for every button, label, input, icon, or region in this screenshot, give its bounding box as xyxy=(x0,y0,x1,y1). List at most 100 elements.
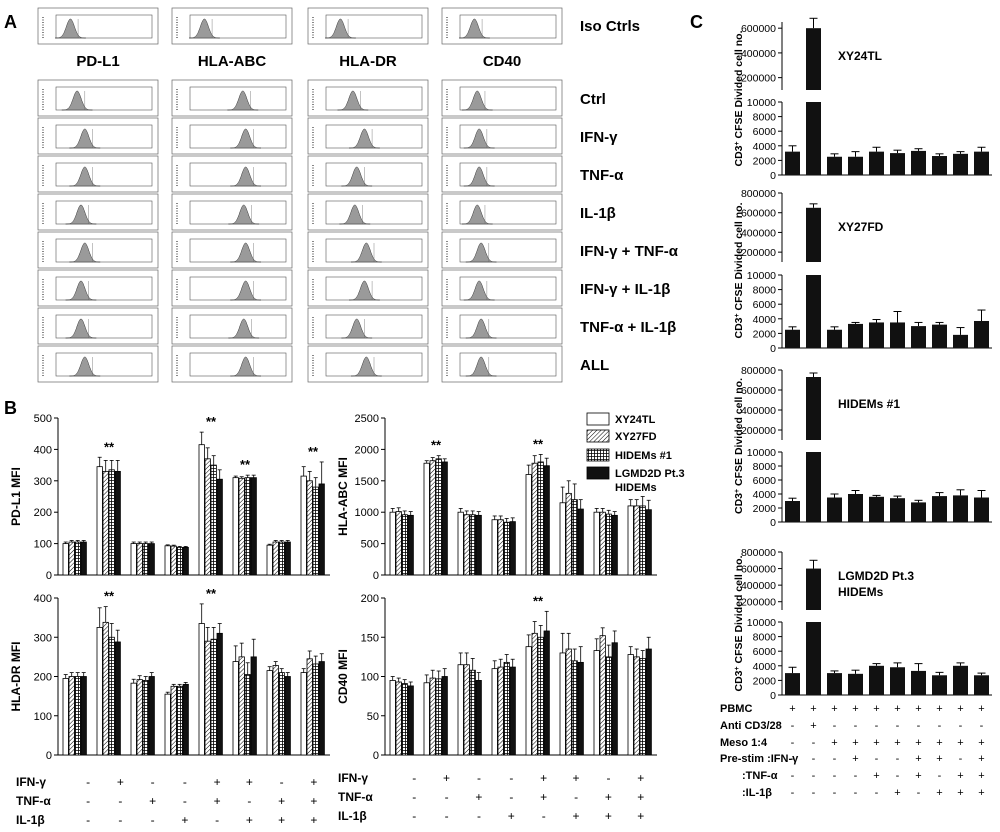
iso-histogram xyxy=(171,7,293,45)
bar xyxy=(389,511,396,576)
bar xyxy=(497,666,504,756)
treatment-sign: - xyxy=(118,813,122,827)
histogram xyxy=(307,117,429,155)
y-tick-label: 8000 xyxy=(753,632,777,644)
histogram-plot-area xyxy=(55,162,153,187)
y-axis-label-rest: CFSE Divided cell no. xyxy=(733,202,745,313)
histogram-peak xyxy=(349,128,380,149)
condition-label: Ctrl xyxy=(580,91,606,108)
y-tick-label: 2000 xyxy=(753,675,777,687)
bar xyxy=(401,683,408,756)
histogram xyxy=(307,307,429,345)
condition-sign: - xyxy=(896,770,900,782)
histogram xyxy=(307,269,429,307)
condition-sign: + xyxy=(831,703,837,715)
bar xyxy=(785,151,800,175)
y-tick-label: 600000 xyxy=(741,564,776,576)
chart-title: HIDEMs xyxy=(838,585,884,599)
y-tick-label: 2000 xyxy=(753,328,777,340)
significance-marker: ** xyxy=(533,436,544,451)
panel-label-b: B xyxy=(4,398,17,418)
condition-sign: - xyxy=(896,753,900,765)
condition-sign: + xyxy=(831,737,837,749)
bar xyxy=(890,322,905,348)
bar xyxy=(74,541,81,576)
histogram-plot-area xyxy=(459,276,557,301)
treatment-sign: + xyxy=(310,813,317,827)
histogram xyxy=(37,193,159,231)
legend-swatch xyxy=(586,448,610,462)
treatment-sign: - xyxy=(183,794,187,808)
bar xyxy=(272,665,279,756)
bar xyxy=(435,678,442,756)
y-tick-label: 600000 xyxy=(741,385,776,397)
histogram-plot-area xyxy=(459,238,557,263)
bar xyxy=(543,630,550,756)
bar xyxy=(278,672,285,756)
histogram-peak xyxy=(351,356,382,377)
treatment-sign: + xyxy=(540,771,547,785)
bar xyxy=(827,329,842,348)
histogram-peak xyxy=(228,318,260,339)
histogram xyxy=(171,117,293,155)
y-tick-label: 100 xyxy=(361,672,379,684)
bar xyxy=(68,541,75,576)
bar xyxy=(244,477,251,576)
histogram xyxy=(307,345,429,383)
treatment-sign: + xyxy=(508,809,515,823)
condition-sign: + xyxy=(915,770,921,782)
treatment-sign: - xyxy=(86,794,90,808)
histogram-peak xyxy=(461,90,493,111)
panel-a: Iso Ctrls PD-L1 HLA-ABC HLA-DR CD40 Ctrl IFN-γ… xyxy=(37,7,679,383)
panel-c-chart: 0 2000 4000 6000 8000 10000 200000 400000 600000… xyxy=(733,365,992,529)
histogram-peak xyxy=(463,128,495,149)
legend-swatch xyxy=(586,412,610,426)
bar xyxy=(974,151,989,175)
treatment-sign: - xyxy=(606,771,610,785)
legend-label: HIDEMs xyxy=(615,482,657,494)
histogram-plot-area xyxy=(459,200,557,225)
bar xyxy=(639,658,646,756)
bar xyxy=(306,658,313,756)
bar xyxy=(429,460,436,576)
treatment-sign: - xyxy=(574,790,578,804)
bar xyxy=(204,458,211,576)
bar xyxy=(210,638,217,756)
treatment-sign: + xyxy=(573,809,580,823)
y-tick-label: 10000 xyxy=(747,617,776,629)
chart-title: HIDEMs #1 xyxy=(838,397,900,411)
condition-label: TNF-α xyxy=(580,167,624,184)
histogram-peak xyxy=(189,18,220,39)
y-tick-label: 10000 xyxy=(747,447,776,459)
bar xyxy=(429,677,436,756)
histogram-peak xyxy=(55,18,86,39)
condition-sign: - xyxy=(833,787,837,799)
y-tick-label: 10000 xyxy=(747,270,776,282)
condition-sign: + xyxy=(894,787,900,799)
bar xyxy=(80,541,87,576)
treatment-label: TNF-α xyxy=(16,794,51,808)
legend: XY24TL XY27FD HIDEMs #1 LGMD2D Pt.3 HIDEMs xyxy=(586,412,685,494)
treatment-sign: + xyxy=(310,794,317,808)
bar xyxy=(537,461,544,576)
histogram-plot-area xyxy=(459,352,557,377)
y-axis-label-main: CD3 xyxy=(733,493,745,514)
treatment-sign: - xyxy=(183,775,187,789)
y-tick-label: 8000 xyxy=(753,285,777,297)
bar xyxy=(130,543,137,576)
condition-sign: + xyxy=(936,703,942,715)
histogram-plot-area xyxy=(55,352,153,377)
condition-row-label: PBMC xyxy=(720,703,752,715)
condition-row-label: :TNF-α xyxy=(742,770,778,782)
treatment-sign: + xyxy=(605,809,612,823)
histogram-peak xyxy=(230,356,261,377)
bar xyxy=(503,661,510,756)
bar xyxy=(441,676,448,756)
bar xyxy=(869,665,884,695)
bar xyxy=(911,326,926,348)
bar xyxy=(806,377,821,440)
y-tick-label: 6000 xyxy=(753,475,777,487)
condition-sign: + xyxy=(957,703,963,715)
condition-sign: - xyxy=(833,753,837,765)
y-tick-label: 300 xyxy=(34,476,52,488)
